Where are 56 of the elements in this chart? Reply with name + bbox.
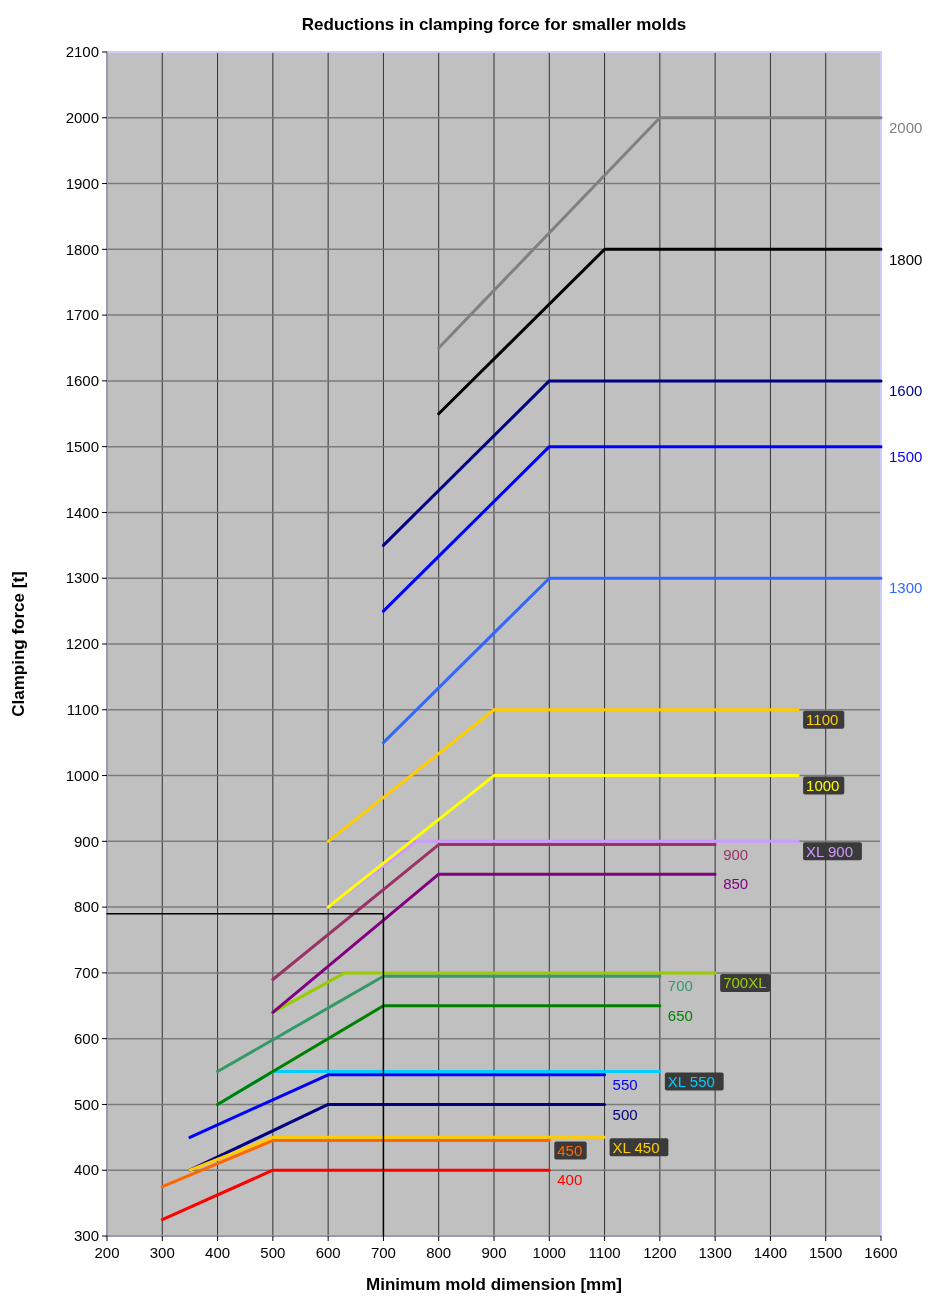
x-tick-label: 700 [370, 1244, 396, 1261]
x-tick-label: 300 [149, 1244, 175, 1261]
y-tick-label: 1400 [65, 503, 99, 521]
y-tick-label: 400 [73, 1161, 99, 1179]
series-label: 1000 [806, 776, 840, 794]
series-label: 850 [723, 875, 749, 893]
y-tick-label: 300 [73, 1227, 99, 1245]
x-tick-label: 200 [94, 1244, 120, 1261]
x-tick-label: 1300 [698, 1244, 732, 1261]
y-tick-label: 1500 [65, 437, 99, 455]
x-tick-label: 900 [481, 1244, 507, 1261]
x-tick-label: 800 [426, 1244, 452, 1261]
series-label: 550 [612, 1076, 638, 1094]
series-label: 450 [557, 1141, 583, 1159]
y-tick-label: 800 [73, 898, 99, 916]
series-label: XL 450 [612, 1138, 660, 1156]
chart-title: Reductions in clamping force for smaller molds [301, 15, 687, 34]
x-tick-label: 1400 [753, 1244, 788, 1261]
y-axis-title: Clamping force [t] [9, 571, 28, 717]
series-label: 1100 [806, 711, 839, 729]
x-tick-label: 1200 [643, 1244, 677, 1261]
y-tick-label: 900 [73, 832, 99, 850]
x-tick-label: 1500 [809, 1244, 843, 1261]
x-tick-label: 1000 [532, 1244, 566, 1261]
y-tick-label: 1200 [65, 635, 99, 653]
y-tick-label: 1700 [65, 306, 99, 324]
series-label: 1500 [889, 447, 923, 465]
series-label: 1800 [889, 250, 923, 268]
x-tick-label: 600 [315, 1244, 341, 1261]
series-label: 2000 [889, 119, 923, 137]
series-label: XL 550 [667, 1072, 715, 1090]
x-tick-label: 1600 [864, 1244, 898, 1261]
series-label: 500 [612, 1105, 638, 1123]
series-label: 900 [723, 845, 749, 863]
series-label: 1300 [889, 579, 923, 597]
y-tick-label: 1300 [65, 569, 99, 587]
x-axis-title: Minimum mold dimension [mm] [366, 1275, 622, 1294]
series-label: 650 [667, 1007, 693, 1025]
y-tick-label: 1600 [65, 372, 99, 390]
y-tick-label: 1000 [65, 766, 99, 784]
series-label: XL 900 [806, 842, 854, 860]
series-label: 700XL [723, 974, 767, 992]
y-tick-label: 1100 [66, 701, 99, 719]
y-tick-label: 700 [73, 964, 99, 982]
y-tick-label: 2000 [65, 109, 99, 127]
y-tick-label: 500 [73, 1095, 99, 1113]
series-label: 700 [667, 977, 693, 995]
y-tick-label: 1800 [65, 240, 99, 258]
y-tick-label: 600 [73, 1029, 99, 1047]
series-label: 400 [557, 1171, 583, 1189]
x-tick-label: 400 [205, 1244, 231, 1261]
x-tick-label: 500 [260, 1244, 286, 1261]
y-tick-label: 2100 [65, 43, 99, 61]
series-label: 1600 [889, 382, 923, 400]
x-tick-label: 1100 [588, 1244, 621, 1261]
y-tick-label: 1900 [65, 174, 99, 192]
